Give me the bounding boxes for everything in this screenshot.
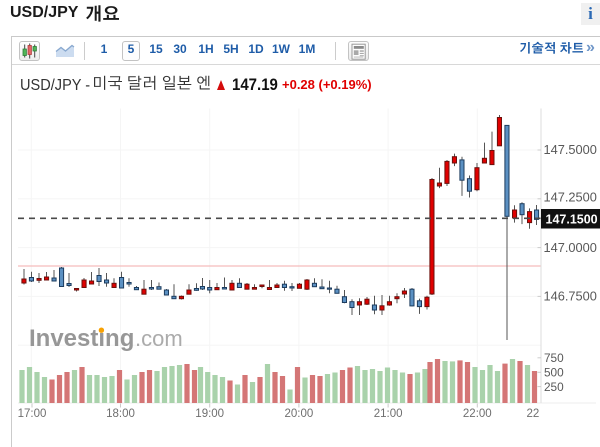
svg-text:147.5000: 147.5000 [544,142,597,157]
svg-text:22:00: 22:00 [527,408,556,420]
svg-text:147.1500: 147.1500 [546,213,598,227]
svg-text:147.2500: 147.2500 [544,190,597,205]
svg-text:750: 750 [544,351,564,365]
svg-text:20:00: 20:00 [285,408,314,420]
svg-text:147.0000: 147.0000 [544,240,597,255]
svg-text:22:00: 22:00 [463,408,492,420]
svg-text:146.7500: 146.7500 [544,289,597,304]
svg-text:19:00: 19:00 [195,408,224,420]
svg-text:17:00: 17:00 [18,408,47,420]
svg-text:18:00: 18:00 [106,408,135,420]
svg-text:500: 500 [544,366,564,380]
svg-text:250: 250 [544,380,564,394]
svg-text:21:00: 21:00 [374,408,403,420]
svg-text:.com: .com [135,326,183,351]
svg-text:Investing: Investing [29,325,134,352]
